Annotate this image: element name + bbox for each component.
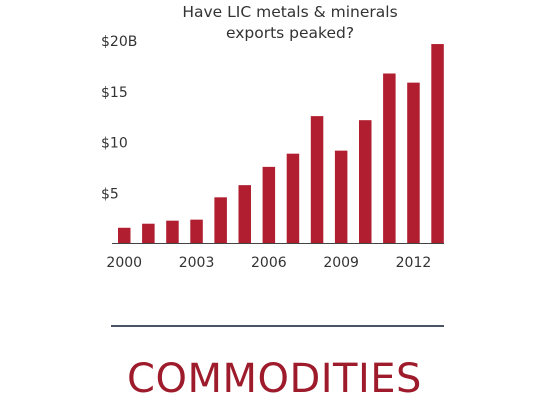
- x-tick-label: 2006: [251, 255, 287, 271]
- bar-2013: [431, 44, 444, 244]
- y-tick-label: $15: [101, 85, 128, 101]
- bar-2011: [383, 73, 396, 244]
- chart-title: Have LIC metals & minerals exports peake…: [100, 2, 480, 44]
- divider: [111, 325, 444, 327]
- bars: [118, 44, 444, 244]
- x-tick-label: 2000: [106, 255, 142, 271]
- bar-2003: [190, 219, 203, 243]
- y-axis-ticks: $5 $10 $15 $20B: [101, 34, 137, 202]
- section-label: COMMODITIES: [127, 356, 422, 402]
- y-tick-label: $5: [101, 186, 119, 202]
- bar-2004: [214, 197, 227, 243]
- bar-2001: [142, 223, 155, 243]
- x-tick-label: 2009: [323, 255, 359, 271]
- chart-title-line-1: Have LIC metals & minerals: [182, 3, 398, 21]
- x-tick-label: 2003: [179, 255, 215, 271]
- bar-chart: $5 $10 $15 $20B 2000 2003 2006 2009 2012: [101, 34, 444, 271]
- bar-2007: [286, 153, 300, 243]
- bar-2002: [166, 220, 179, 243]
- bar-2010: [359, 120, 372, 243]
- y-tick-label: $10: [101, 136, 128, 152]
- bar-2008: [310, 116, 324, 243]
- bar-2009: [334, 150, 348, 243]
- bar-2006: [262, 166, 276, 243]
- x-axis-ticks: 2000 2003 2006 2009 2012: [106, 255, 431, 271]
- bar-2012: [407, 82, 420, 243]
- chart-title-line-2: exports peaked?: [225, 24, 355, 42]
- bar-2000: [118, 227, 131, 243]
- y-tick-label: $20B: [101, 34, 137, 50]
- bar-2005: [238, 185, 251, 243]
- x-tick-label: 2012: [396, 255, 432, 271]
